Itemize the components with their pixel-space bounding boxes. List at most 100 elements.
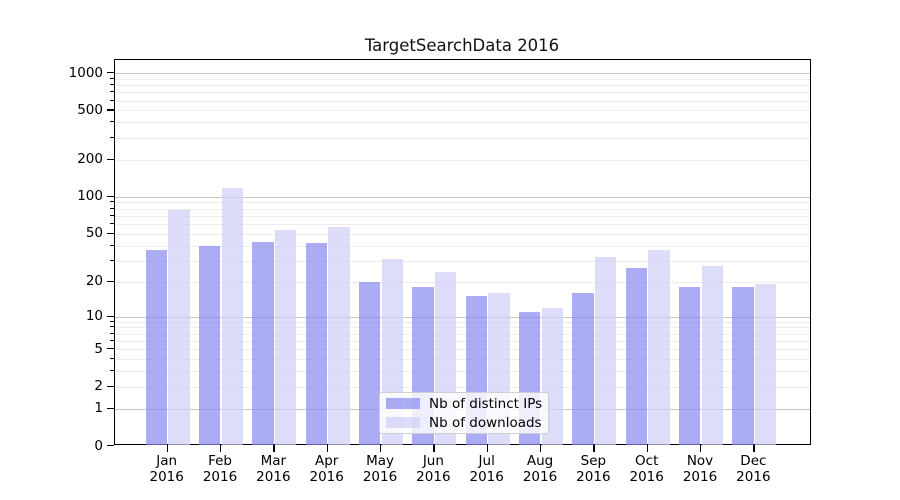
gridline-4 <box>114 359 810 361</box>
gridline-8 <box>114 327 810 329</box>
gridline-70 <box>114 215 810 217</box>
y-minor-tick-7 <box>109 332 114 334</box>
y-tick-1 <box>107 407 114 409</box>
gridline-2 <box>114 386 810 388</box>
gridline-600 <box>114 100 810 102</box>
bar-downloads-mar <box>275 229 297 445</box>
gridline-500 <box>114 110 810 112</box>
legend-label: Nb of distinct IPs <box>429 395 543 412</box>
bar-ips-oct <box>625 268 647 445</box>
x-tick-label-sep: Sep 2016 <box>576 453 611 485</box>
x-tick-label-mar: Mar 2016 <box>256 453 291 485</box>
x-tick-jun <box>433 445 435 452</box>
y-tick-label-2: 2 <box>94 378 103 395</box>
y-minor-tick-4 <box>109 358 114 360</box>
y-minor-tick-900 <box>109 77 114 79</box>
gridline-40 <box>114 245 810 247</box>
x-tick-label-nov: Nov 2016 <box>682 453 718 485</box>
x-tick-dec <box>753 445 755 452</box>
gridline-30 <box>114 260 810 262</box>
x-tick-jul <box>486 445 488 452</box>
bar-ips-sep <box>572 293 594 445</box>
y-minor-tick-300 <box>109 136 114 138</box>
legend-swatch-ips <box>386 398 420 409</box>
y-tick-label-500: 500 <box>77 101 103 118</box>
y-minor-tick-700 <box>109 91 114 93</box>
y-tick-label-1: 1 <box>94 400 103 417</box>
y-tick-10 <box>107 315 114 317</box>
y-minor-tick-80 <box>109 207 114 209</box>
y-tick-label-1000: 1000 <box>68 64 103 81</box>
x-tick-sep <box>593 445 595 452</box>
legend-label: Nb of downloads <box>429 414 542 431</box>
y-minor-tick-6 <box>109 339 114 341</box>
gridline-90 <box>114 202 810 204</box>
bar-ips-nov <box>678 287 701 445</box>
plot-area <box>113 59 811 445</box>
gridline-900 <box>114 78 810 80</box>
bar-ips-mar <box>252 241 274 445</box>
x-tick-oct <box>646 445 648 452</box>
x-tick-apr <box>326 445 328 452</box>
y-minor-tick-8 <box>109 326 114 328</box>
x-tick-label-may: May 2016 <box>362 453 398 485</box>
y-tick-200 <box>107 158 114 160</box>
bar-downloads-nov <box>701 266 724 445</box>
gridline-400 <box>114 122 810 124</box>
y-tick-0 <box>107 445 114 447</box>
y-minor-tick-60 <box>109 223 114 225</box>
gridline-7 <box>114 333 810 335</box>
gridline-700 <box>114 92 810 94</box>
gridline-3 <box>114 371 810 373</box>
y-tick-500 <box>107 109 114 111</box>
legend-entry: Nb of downloads <box>386 415 542 431</box>
bar-downloads-dec <box>755 284 777 445</box>
gridline-1000 <box>114 73 810 75</box>
y-minor-tick-30 <box>109 259 114 261</box>
y-tick-100 <box>107 195 114 198</box>
y-minor-tick-3 <box>109 370 114 372</box>
x-tick-may <box>380 445 382 452</box>
bar-downloads-oct <box>648 249 670 445</box>
gridline-200 <box>114 159 810 161</box>
x-tick-label-feb: Feb 2016 <box>202 453 238 485</box>
x-tick-label-jul: Jul 2016 <box>469 453 504 485</box>
bar-downloads-apr <box>328 226 350 445</box>
x-tick-label-dec: Dec 2016 <box>736 453 771 485</box>
legend-swatch-downloads <box>386 417 420 428</box>
bar-ips-apr <box>305 242 327 445</box>
gridline-6 <box>114 340 810 342</box>
bar-ips-jan <box>145 249 167 445</box>
y-tick-1000 <box>107 72 114 74</box>
y-minor-tick-90 <box>109 201 114 203</box>
legend-entry: Nb of distinct IPs <box>386 396 542 412</box>
chart-title: TargetSearchData 2016 <box>364 36 560 55</box>
gridline-50 <box>114 233 810 235</box>
gridline-300 <box>114 137 810 139</box>
y-tick-5 <box>107 348 114 350</box>
y-tick-2 <box>107 385 114 387</box>
x-tick-mar <box>273 445 275 452</box>
y-minor-tick-70 <box>109 214 114 216</box>
bar-downloads-jan <box>168 210 190 445</box>
gridline-100 <box>114 196 810 199</box>
x-tick-label-apr: Apr 2016 <box>309 453 344 485</box>
y-tick-20 <box>107 280 114 282</box>
gridline-9 <box>114 321 810 323</box>
gridline-800 <box>114 85 810 87</box>
y-tick-label-5: 5 <box>94 340 103 357</box>
x-tick-label-jun: Jun 2016 <box>416 453 451 485</box>
x-tick-label-jan: Jan 2016 <box>149 453 184 485</box>
y-tick-label-10: 10 <box>85 308 103 325</box>
gridline-20 <box>114 281 810 283</box>
y-minor-tick-9 <box>109 320 114 322</box>
y-minor-tick-40 <box>109 244 114 246</box>
gridline-10 <box>114 316 810 318</box>
y-tick-label-200: 200 <box>77 151 103 168</box>
bar-ips-feb <box>198 245 221 445</box>
y-tick-label-50: 50 <box>85 225 103 242</box>
x-tick-label-aug: Aug 2016 <box>522 453 558 485</box>
y-minor-tick-800 <box>109 84 114 86</box>
x-tick-aug <box>540 445 542 452</box>
